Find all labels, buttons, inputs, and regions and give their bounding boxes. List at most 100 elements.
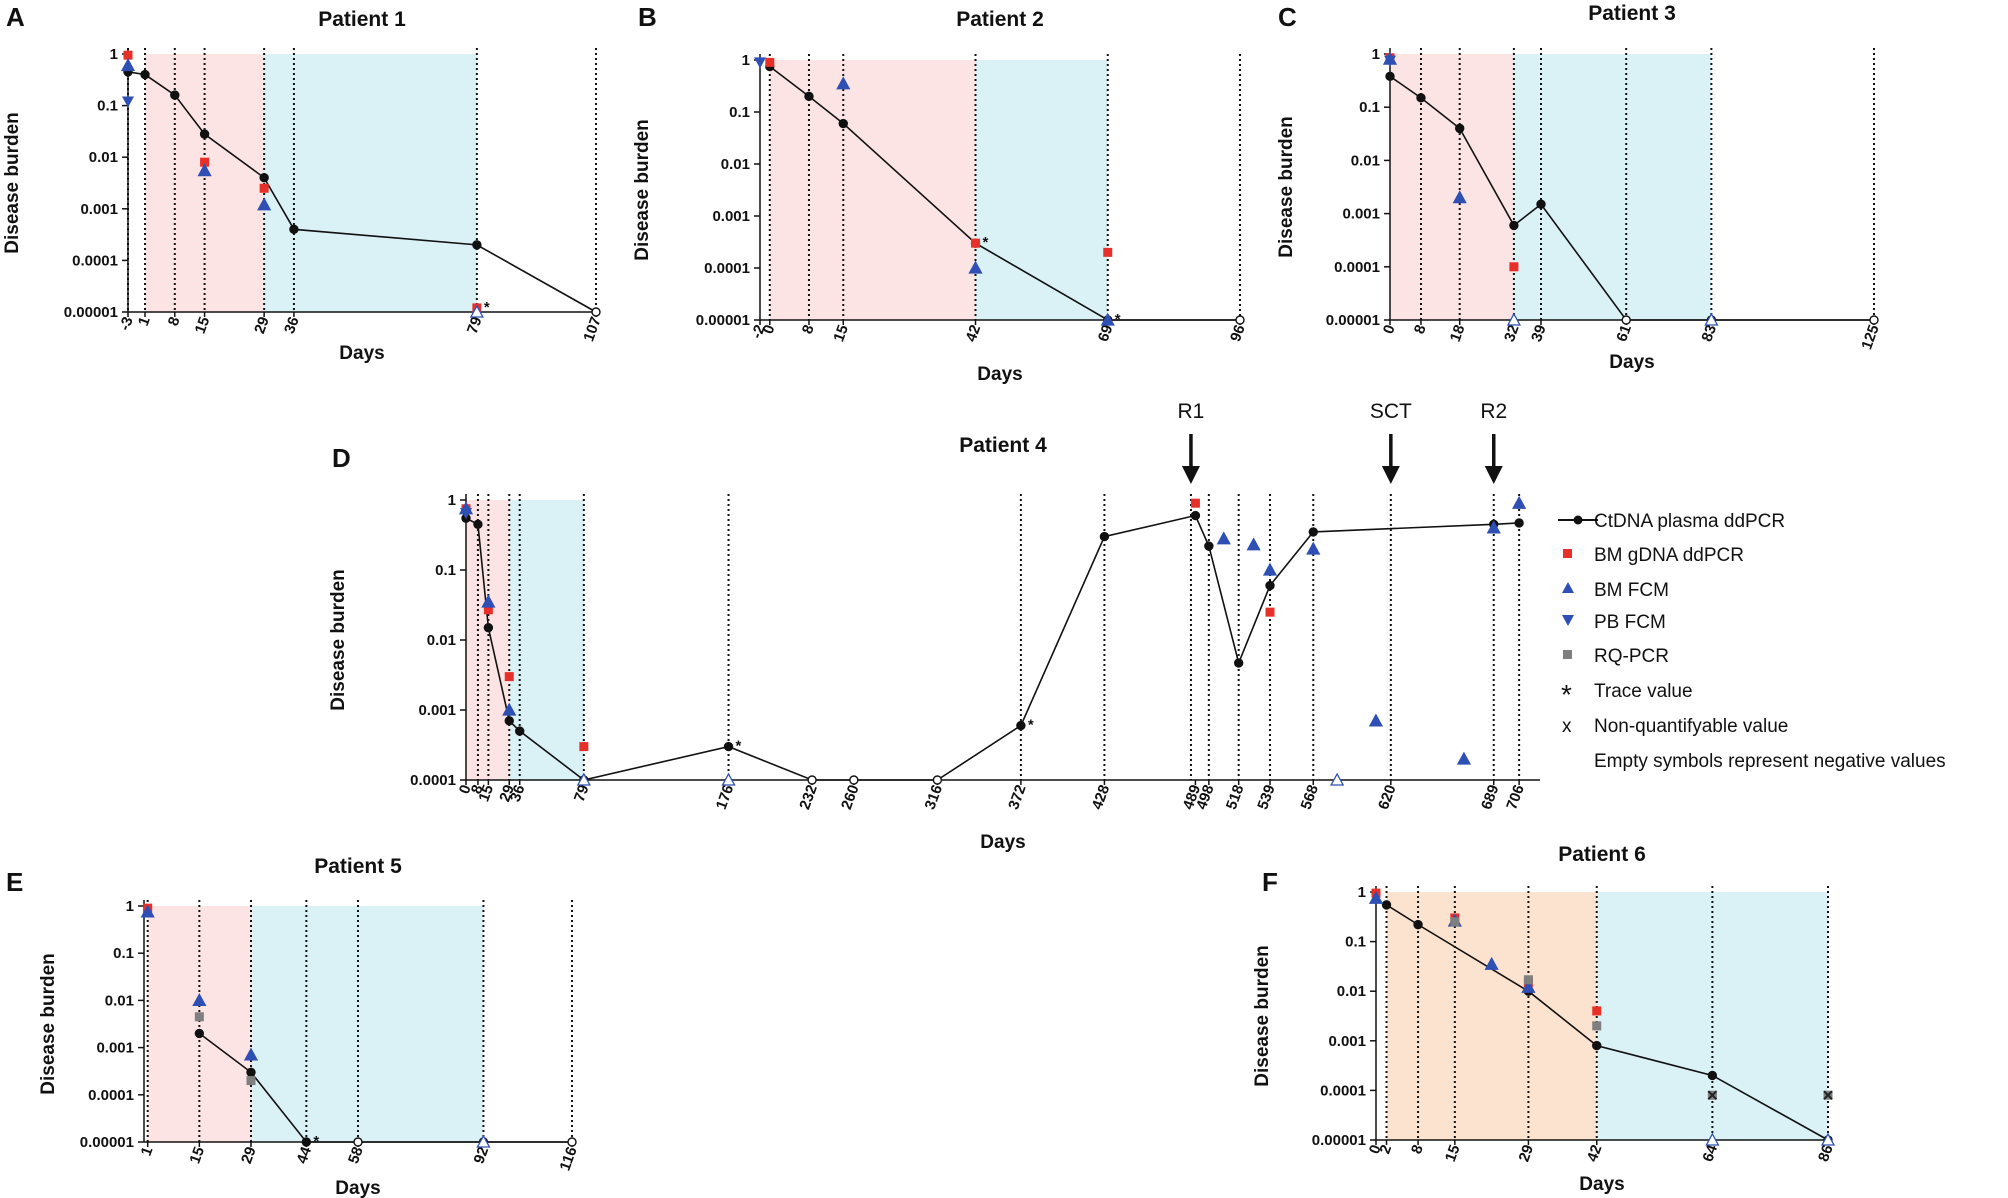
y-tick-label: 0.00001 xyxy=(1326,312,1380,329)
y-tick-label: 0.01 xyxy=(1351,152,1380,169)
legend-nonquant-label: Non-quantifyable value xyxy=(1594,716,1788,737)
bm-fcm-point xyxy=(1484,956,1499,970)
bm-fcm-point xyxy=(1512,495,1527,509)
chart-panel-d: D Patient 4 Days Disease burden 1 0.1 0.01 0.00… xyxy=(328,400,1540,853)
ctdna-point xyxy=(1592,1040,1602,1051)
x-tick-label: 176 xyxy=(713,783,738,812)
bm-gdna-point xyxy=(259,183,269,193)
x-tick-label: 42 xyxy=(963,323,985,344)
bm-fcm-point xyxy=(1368,890,1384,904)
legend-bm-fcm-label: BM FCM xyxy=(1594,580,1669,601)
ctdna-point xyxy=(591,307,601,317)
bm-fcm-point xyxy=(1306,541,1321,555)
ctdna-point xyxy=(199,129,210,139)
x-tick-label: -3 xyxy=(116,315,137,333)
y-tick-label: 1 xyxy=(1358,884,1366,901)
x-tick-label: 107 xyxy=(580,315,605,344)
y-tick-label: 1 xyxy=(448,492,456,509)
chart-panel-a: A Patient 1 Days Disease burden 1 0.1 0.01 0.00… xyxy=(2,2,605,364)
pb-fcm-point xyxy=(460,508,472,520)
x-tick-label: 15 xyxy=(1442,1143,1464,1164)
x-tick-label: 232 xyxy=(796,783,821,812)
bm-fcm-point xyxy=(502,702,517,716)
bm-fcm-point xyxy=(1506,312,1521,326)
ctdna-point xyxy=(473,519,483,529)
bm-fcm-point xyxy=(576,772,591,786)
y-tick-label: 1 xyxy=(1372,46,1380,63)
x-tick-label: 29 xyxy=(1515,1143,1537,1164)
ctdna-point xyxy=(567,1137,577,1147)
y-tick-label: 0.1 xyxy=(1359,99,1380,116)
panel-title: Patient 6 xyxy=(1558,843,1646,866)
x-tick-label: 29 xyxy=(496,783,518,804)
event-arrow-head xyxy=(1381,466,1400,484)
x-tick-label: 69 xyxy=(1095,323,1117,344)
bm-fcm-point xyxy=(1521,979,1536,993)
nonquant-marker xyxy=(1823,1090,1833,1100)
chart-panels: A Patient 1 Days Disease burden 1 0.1 0.01 0.00… xyxy=(2,2,1883,1198)
nonquant-marker xyxy=(1707,1090,1718,1100)
x-axis-label: Days xyxy=(1609,352,1654,373)
chart-panel-e: E Patient 5 Days Disease burden 1 0.1 0.01 0.00… xyxy=(6,855,581,1198)
x-tick-label: 92 xyxy=(471,1145,493,1166)
pb-fcm-point xyxy=(122,96,134,108)
phase-shading-cyan xyxy=(251,906,484,1142)
ctdna-point xyxy=(849,775,859,785)
ctdna-point xyxy=(1204,541,1214,551)
y-tick-label: 0.1 xyxy=(113,945,134,962)
y-tick-label: 0.0001 xyxy=(88,1087,134,1104)
legend-bm-fcm: BM FCM xyxy=(1562,580,1669,601)
chart-panel-f: F Patient 6 Days Disease burden 1 0.1 0.01 0.00… xyxy=(1252,843,1837,1195)
y-tick-label: 0.00001 xyxy=(64,304,118,321)
bm-fcm-point xyxy=(968,260,983,274)
ctdna-point xyxy=(723,741,734,752)
y-tick-label: 1 xyxy=(126,898,134,915)
bm-fcm-point xyxy=(243,1047,259,1061)
bm-fcm-point xyxy=(1486,520,1501,534)
ctdna-point xyxy=(515,726,525,736)
ctdna-point xyxy=(1869,315,1879,325)
phase-shading-cyan xyxy=(975,60,1108,320)
x-axis-label: Days xyxy=(339,343,384,364)
x-tick-label: 42 xyxy=(1584,1143,1606,1164)
trace-marker: * xyxy=(1028,717,1034,734)
bm-fcm-point xyxy=(1452,190,1467,204)
x-tick-label: 36 xyxy=(507,783,529,804)
ctdna-point xyxy=(1190,510,1201,521)
legend: CtDNA plasma ddPCR BM gDNA ddPCR BM FCM … xyxy=(1558,511,1946,772)
x-tick-label: 29 xyxy=(251,315,273,336)
y-tick-label: 0.001 xyxy=(80,201,118,218)
rq-pcr-point xyxy=(1450,917,1460,927)
bm-fcm-point xyxy=(140,904,155,918)
y-tick-label: 0.00001 xyxy=(80,1134,134,1151)
y-axis-label: Disease burden xyxy=(632,119,653,261)
x-tick-label: 706 xyxy=(1503,783,1528,812)
y-tick-label: 0.00001 xyxy=(1312,1132,1366,1149)
x-tick-label: 86 xyxy=(1815,1143,1837,1164)
y-axis-label: Disease burden xyxy=(1252,945,1273,1087)
ctdna-point xyxy=(483,622,494,633)
bm-fcm-point xyxy=(1705,1132,1720,1146)
trace-marker: * xyxy=(983,234,989,251)
x-tick-label: 44 xyxy=(293,1144,315,1166)
legend-trace: * Trace value xyxy=(1561,679,1693,710)
y-tick-label: 0.00001 xyxy=(696,312,750,329)
ctdna-point xyxy=(1536,199,1546,209)
ctdna-point xyxy=(246,1067,256,1077)
bm-fcm-point xyxy=(120,58,136,72)
x-tick-label: 61 xyxy=(1613,323,1635,344)
y-tick-label: 0.001 xyxy=(1328,1033,1366,1050)
x-tick-label: -2 xyxy=(748,323,769,341)
ctdna-point xyxy=(1509,220,1519,231)
x-axis-label: Days xyxy=(335,1178,380,1198)
bm-gdna-point xyxy=(1509,262,1519,272)
event-label: SCT xyxy=(1370,400,1412,423)
y-tick-label: 0.0001 xyxy=(410,772,456,789)
legend-pb-fcm-marker xyxy=(1562,615,1574,626)
legend-rq-pcr-label: RQ-PCR xyxy=(1594,646,1669,667)
x-tick-label: 64 xyxy=(1699,1142,1721,1164)
legend-bm-gdna-label: BM gDNA ddPCR xyxy=(1594,545,1744,566)
x-axis-label: Days xyxy=(980,832,1025,853)
pb-fcm-point xyxy=(1384,55,1396,67)
x-tick-label: 79 xyxy=(464,315,486,336)
